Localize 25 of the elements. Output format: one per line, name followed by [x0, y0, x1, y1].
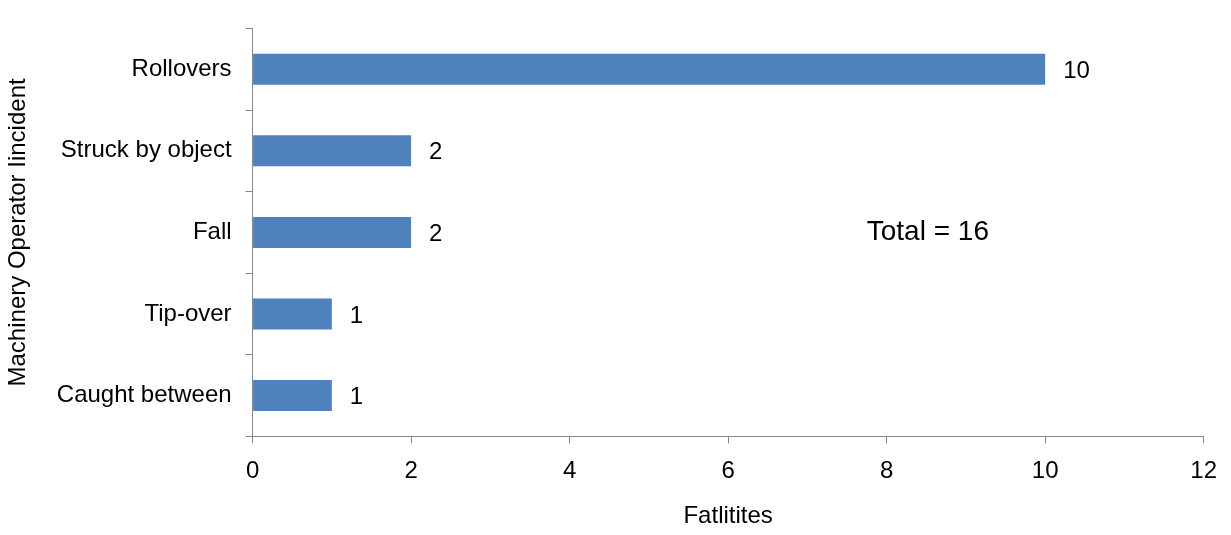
bar	[253, 53, 1046, 85]
x-tick-label: 10	[1031, 456, 1059, 484]
data-label: 10	[1063, 55, 1090, 83]
y-axis-title: Machinery Operator Iincident	[3, 78, 31, 387]
x-tick-label: 4	[562, 456, 577, 484]
x-axis-title: Fatlitites	[683, 501, 773, 529]
y-tick-label: Fall	[192, 217, 232, 245]
y-tick-label: Struck by object	[60, 135, 232, 163]
bar	[253, 216, 412, 248]
bar	[253, 380, 332, 412]
y-tick-label: Rollovers	[131, 53, 232, 81]
x-tick-label: 8	[879, 456, 894, 484]
annotation: Total = 16	[866, 215, 989, 247]
bar	[253, 135, 412, 167]
y-tick-label: Caught between	[56, 380, 232, 408]
x-tick-label: 0	[245, 456, 260, 484]
x-tick-label: 6	[721, 456, 735, 484]
x-tick-label: 2	[404, 456, 418, 484]
data-label: 1	[349, 300, 364, 328]
data-label: 2	[429, 137, 443, 165]
data-label: 1	[349, 382, 364, 410]
bar	[253, 298, 332, 330]
y-tick-label: Tip-over	[144, 298, 232, 326]
data-label: 2	[429, 219, 443, 247]
x-tick-label: 12	[1190, 456, 1217, 484]
